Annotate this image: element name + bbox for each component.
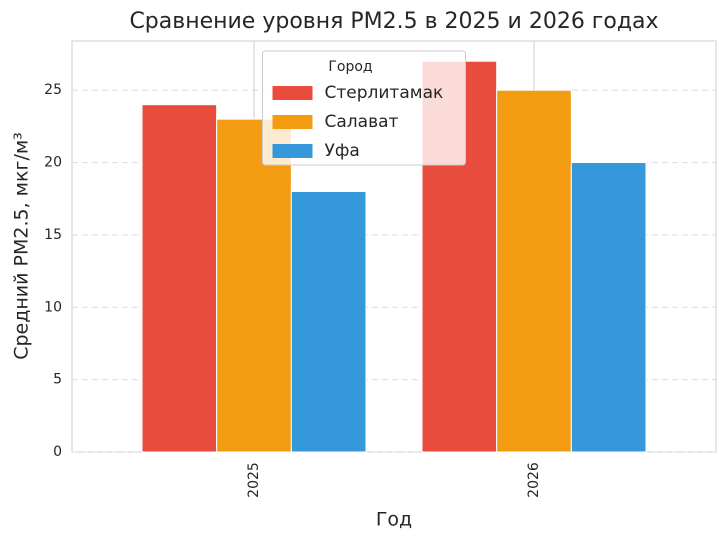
y-tick-label: 10 (44, 299, 62, 315)
legend-label: Стерлитамак (325, 83, 444, 103)
y-tick-label: 5 (53, 372, 62, 388)
legend-swatch (272, 115, 313, 129)
x-tick-label: 2025 (246, 462, 262, 498)
y-axis-label: Средний PM2.5, мкг/м³ (11, 132, 33, 360)
y-tick-label: 15 (44, 227, 62, 243)
legend-label: Уфа (325, 141, 360, 161)
x-axis-label: Год (376, 509, 412, 531)
bar (141, 104, 218, 453)
bar (570, 162, 647, 453)
chart-title: Сравнение уровня PM2.5 в 2025 и 2026 год… (129, 9, 658, 34)
bar (496, 89, 572, 453)
legend-swatch (272, 86, 313, 100)
bar (216, 118, 292, 453)
legend-swatch (272, 144, 313, 158)
legend-box (262, 50, 466, 166)
bar (290, 191, 367, 453)
y-tick-label: 20 (44, 155, 62, 171)
legend: Город Стерлитамак Салават Уфа (262, 50, 466, 166)
legend-label: Салават (325, 112, 399, 132)
x-tick-label: 2026 (526, 462, 542, 498)
y-tick-label: 25 (44, 82, 62, 98)
y-tick-label: 0 (53, 444, 62, 460)
legend-title: Город (328, 59, 372, 75)
